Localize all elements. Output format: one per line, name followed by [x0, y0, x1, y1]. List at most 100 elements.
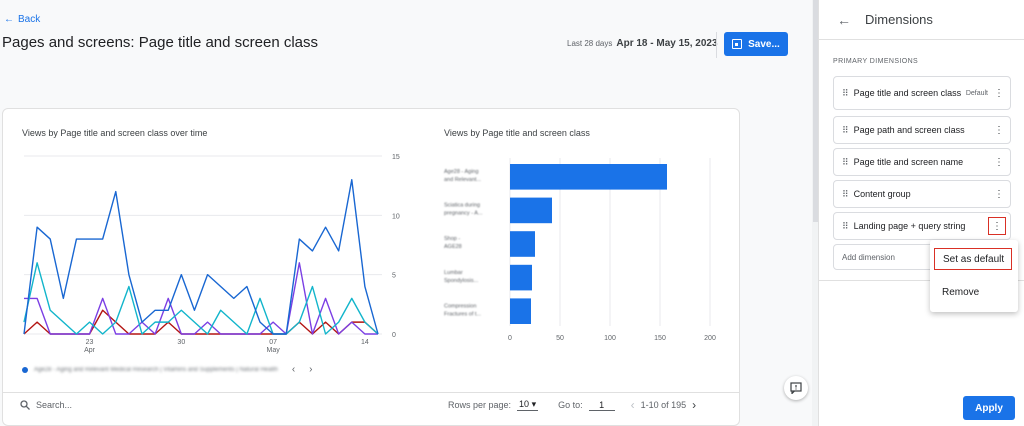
- dimension-item[interactable]: ⠿ Page title and screen name ⋮: [833, 148, 1011, 176]
- prev-page-icon[interactable]: ‹: [630, 398, 635, 412]
- bar: [510, 264, 532, 291]
- bar: [510, 298, 531, 324]
- x-tick-label: 30: [177, 339, 185, 346]
- x-tick-label: 07: [269, 339, 277, 346]
- table-search[interactable]: Search...: [20, 400, 72, 410]
- drag-handle-icon[interactable]: ⠿: [842, 87, 849, 98]
- y-tick-label: 0: [392, 332, 396, 339]
- dropdown-icon: ▾: [531, 399, 537, 409]
- x-tick-month: Apr: [84, 347, 96, 354]
- save-icon: [732, 39, 743, 49]
- bar-chart-svg: 0 50 100 150 200 Age28 - Aging and Relevant...…: [444, 158, 716, 342]
- section-label: PRIMARY DIMENSIONS: [833, 58, 919, 65]
- bar-category-label: and Relevant...: [444, 177, 481, 183]
- rows-per-page-label: Rows per page:: [448, 400, 512, 410]
- chart-card: [2, 108, 740, 426]
- legend-prev-icon[interactable]: ‹: [291, 364, 296, 375]
- set-as-default-menu-item[interactable]: Set as default: [934, 248, 1012, 270]
- x-tick-label: 23: [86, 339, 94, 346]
- dimension-label: Page path and screen class: [853, 124, 965, 135]
- date-range-value: Apr 18 - May 15, 2023: [616, 38, 718, 49]
- bar-category-label: Sciatica during: [444, 203, 480, 209]
- save-button[interactable]: Save...: [724, 32, 788, 56]
- more-vert-icon[interactable]: ⋮: [994, 156, 1004, 168]
- bar: [510, 231, 535, 257]
- series-line: [23, 179, 379, 335]
- pagination: Rows per page: 10 ▾ Go to: 1 ‹ 1-10 of 1…: [448, 398, 696, 412]
- bar: [510, 197, 552, 224]
- series-line: [23, 262, 379, 335]
- next-page-icon[interactable]: ›: [692, 398, 697, 412]
- dimension-label: Page title and screen class: [853, 87, 962, 98]
- main-scrollbar[interactable]: [813, 0, 818, 222]
- x-tick-label: 0: [508, 335, 512, 342]
- rows-per-page-select[interactable]: 10 ▾: [517, 399, 539, 411]
- date-range-label: Last 28 days: [567, 39, 613, 48]
- goto-label: Go to:: [558, 400, 583, 410]
- back-link[interactable]: ← Back: [4, 14, 40, 25]
- x-tick-label: 200: [704, 335, 716, 342]
- report-main: ← Back Pages and screens: Page title and…: [2, 14, 808, 426]
- bar-chart-title: Views by Page title and screen class: [444, 128, 590, 138]
- chart-legend: Age28 - Aging and Relevant Medical Resea…: [22, 364, 313, 375]
- feedback-button[interactable]: [784, 376, 808, 400]
- dimension-item[interactable]: ⠿ Content group ⋮: [833, 180, 1011, 208]
- more-vert-icon[interactable]: ⋮: [988, 217, 1006, 235]
- more-vert-icon[interactable]: ⋮: [994, 124, 1004, 136]
- table-toolbar: [2, 392, 740, 426]
- remove-menu-item[interactable]: Remove: [942, 286, 980, 298]
- page-title: Pages and screens: Page title and screen…: [2, 34, 319, 51]
- legend-dot: [22, 366, 28, 373]
- dimension-item[interactable]: ⠿ Page path and screen class ⋮: [833, 116, 1011, 144]
- default-badge: Default: [965, 89, 988, 97]
- date-range-picker[interactable]: Last 28 days Apr 18 - May 15, 2023: [567, 38, 718, 49]
- back-label: Back: [18, 14, 41, 25]
- bar-category-label: AGE28: [444, 244, 462, 250]
- bar-category-label: Shop -: [444, 236, 460, 242]
- dimension-label: Landing page + query string: [853, 220, 966, 231]
- bar-category-label: Age28 - Aging: [444, 169, 479, 175]
- bar-category-label: Spondylosis...: [444, 278, 479, 284]
- drag-handle-icon[interactable]: ⠿: [842, 188, 849, 199]
- x-tick-label: 100: [604, 335, 616, 342]
- dimension-label: Content group: [853, 188, 911, 199]
- x-tick-label: 50: [556, 335, 564, 342]
- search-input[interactable]: Search...: [36, 400, 73, 410]
- bar-chart: 0 50 100 150 200 Age28 - Aging and Relevant...…: [440, 148, 720, 358]
- y-tick-label: 15: [392, 154, 400, 161]
- line-chart-title: Views by Page title and screen class ove…: [22, 128, 208, 138]
- search-icon: [20, 400, 30, 410]
- bar-category-label: Compression: [444, 303, 476, 309]
- bar-category-label: Lumbar: [444, 270, 463, 276]
- y-tick-label: 5: [392, 273, 396, 280]
- x-tick-label: 150: [654, 335, 666, 342]
- bar-category-label: Fractures of t...: [444, 311, 481, 317]
- more-vert-icon[interactable]: ⋮: [994, 188, 1004, 200]
- more-vert-icon[interactable]: ⋮: [994, 87, 1004, 99]
- arrow-left-icon[interactable]: ←: [837, 11, 851, 28]
- arrow-left-icon: ←: [4, 14, 14, 25]
- header-divider: [716, 32, 717, 58]
- panel-title: Dimensions: [865, 12, 933, 27]
- page-range: 1-10 of 195: [640, 400, 687, 410]
- dimension-item[interactable]: ⠿ Landing page + query string ⋮: [833, 212, 1011, 240]
- drag-handle-icon[interactable]: ⠿: [842, 124, 849, 135]
- bar: [510, 164, 667, 190]
- goto-page-input[interactable]: 1: [588, 400, 615, 411]
- dimensions-panel: ← Dimensions PRIMARY DIMENSIONS ⠿ Page t…: [818, 0, 1024, 426]
- drag-handle-icon[interactable]: ⠿: [842, 156, 849, 167]
- legend-label: Age28 - Aging and Relevant Medical Resea…: [34, 366, 278, 373]
- drag-handle-icon[interactable]: ⠿: [842, 220, 849, 231]
- dimension-item[interactable]: ⠿ Page title and screen class Default ⋮: [833, 76, 1011, 110]
- bar-category-label: pregnancy - A...: [444, 211, 483, 217]
- x-tick-label: 14: [361, 339, 369, 346]
- x-tick-month: May: [266, 347, 280, 354]
- dimension-label: Page title and screen name: [853, 156, 964, 167]
- save-label: Save...: [748, 38, 780, 50]
- panel-header: ← Dimensions: [819, 0, 1024, 40]
- apply-button[interactable]: Apply: [963, 396, 1015, 420]
- y-tick-label: 10: [392, 213, 400, 220]
- dimension-context-menu: Set as default Remove: [930, 240, 1018, 312]
- legend-next-icon[interactable]: ›: [309, 364, 313, 375]
